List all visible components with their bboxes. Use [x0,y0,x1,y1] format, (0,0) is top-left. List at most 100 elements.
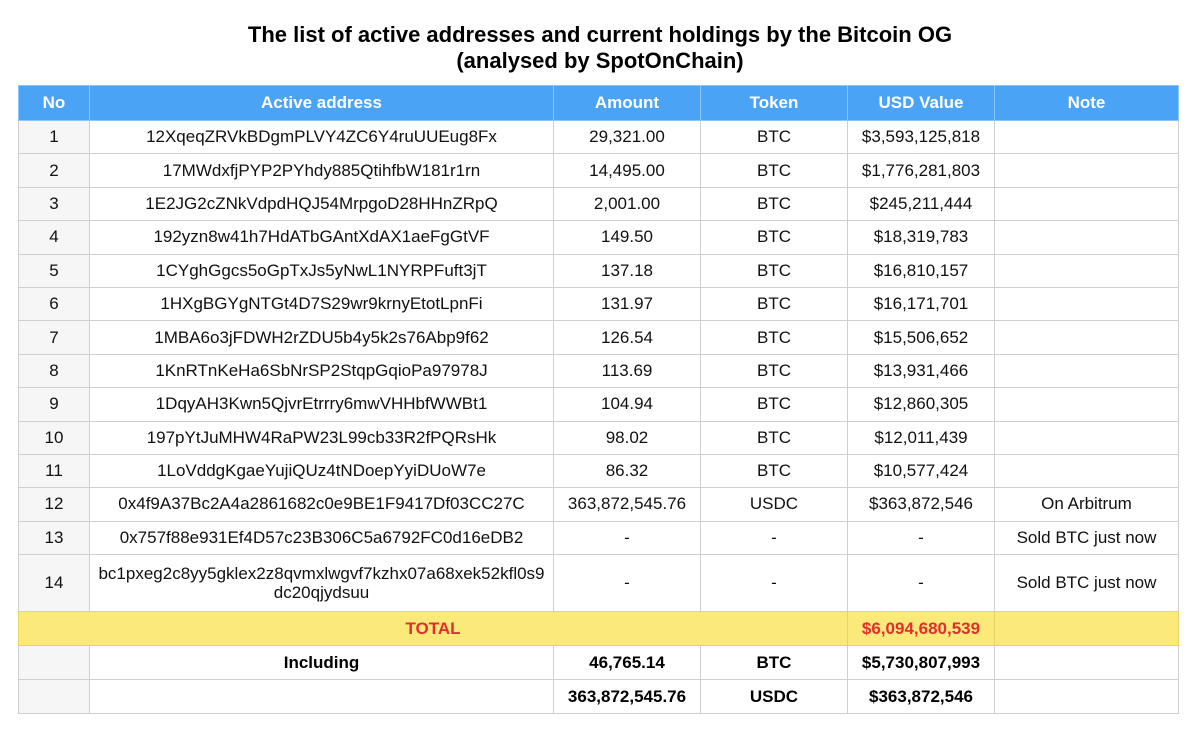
including-usdc-usd: $363,872,546 [847,679,995,715]
amount-cell: 29,321.00 [553,119,701,155]
usd-value-cell: $13,931,466 [847,353,995,389]
page-title: The list of active addresses and current… [247,22,953,47]
address-cell: 1HXgBGYgNTGt4D7S29wr9krnyEtotLpnFi [89,286,554,322]
total-row: TOTAL $6,094,680,539 [18,611,1179,647]
usd-value-cell: $15,506,652 [847,320,995,355]
table-row: 5 1CYghGgcs5oGpTxJs5yNwL1NYRPFuft3jT 137… [18,253,1179,288]
note-cell [994,320,1179,355]
page-subtitle: (analysed by SpotOnChain) [456,48,744,73]
usd-value-cell: $10,577,424 [847,453,995,489]
table-row: 14 bc1pxeg2c8yy5gklex2z8qvmxlwgvf7kzhx07… [18,554,1179,613]
address-cell: 1DqyAH3Kwn5QjvrEtrrry6mwVHHbfWWBt1 [89,387,554,422]
table-row: 13 0x757f88e931Ef4D57c23B306C5a6792FC0d1… [18,520,1179,556]
note-cell [994,387,1179,422]
address-cell: 197pYtJuMHW4RaPW23L99cb33R2fPQRsHk [89,420,554,455]
row-number: 11 [18,453,90,489]
total-label: TOTAL [18,611,848,647]
row-number: 4 [18,220,90,255]
token-cell: BTC [700,253,848,288]
including-btc-note [994,645,1179,681]
note-cell [994,353,1179,389]
address-cell: 1LoVddgKgaeYujiQUz4tNDoepYyiDUoW7e [89,453,554,489]
including-usdc-row: 363,872,545.76 USDC $363,872,546 [18,679,1179,715]
address-cell: bc1pxeg2c8yy5gklex2z8qvmxlwgvf7kzhx07a68… [89,554,554,613]
table-row: 3 1E2JG2cZNkVdpdHQJ54MrpgoD28HHnZRpQ 2,0… [18,186,1179,222]
table-row: 7 1MBA6o3jFDWH2rZDU5b4y5k2s76Abp9f62 126… [18,320,1179,355]
token-cell: BTC [700,286,848,322]
including-usdc-label-cell [89,679,554,715]
row-number: 12 [18,487,90,522]
usd-value-cell: $12,860,305 [847,387,995,422]
title-block: The list of active addresses and current… [0,0,1200,84]
table-row: 6 1HXgBGYgNTGt4D7S29wr9krnyEtotLpnFi 131… [18,286,1179,322]
row-number: 6 [18,286,90,322]
table-row: 2 17MWdxfjPYP2PYhdy885QtihfbW181r1rn 14,… [18,153,1179,188]
address-cell: 1E2JG2cZNkVdpdHQJ54MrpgoD28HHnZRpQ [89,186,554,222]
usd-value-cell: $1,776,281,803 [847,153,995,188]
note-cell [994,420,1179,455]
amount-cell: 98.02 [553,420,701,455]
token-cell: BTC [700,320,848,355]
usd-value-cell: - [847,520,995,556]
note-cell [994,453,1179,489]
token-cell: BTC [700,186,848,222]
table-row: 9 1DqyAH3Kwn5QjvrEtrrry6mwVHHbfWWBt1 104… [18,387,1179,422]
amount-cell: 86.32 [553,453,701,489]
table-header-row: No Active address Amount Token USD Value… [18,85,1179,121]
amount-cell: 131.97 [553,286,701,322]
including-label: Including [89,645,554,681]
column-header-no: No [18,85,90,121]
note-cell: On Arbitrum [994,487,1179,522]
row-number: 3 [18,186,90,222]
including-btc-usd: $5,730,807,993 [847,645,995,681]
note-cell: Sold BTC just now [994,554,1179,613]
token-cell: BTC [700,353,848,389]
row-number: 13 [18,520,90,556]
amount-cell: 104.94 [553,387,701,422]
address-cell: 192yzn8w41h7HdATbGAntXdAX1aeFgGtVF [89,220,554,255]
address-cell: 17MWdxfjPYP2PYhdy885QtihfbW181r1rn [89,153,554,188]
table-row: 4 192yzn8w41h7HdATbGAntXdAX1aeFgGtVF 149… [18,220,1179,255]
note-cell [994,119,1179,155]
token-cell: - [700,554,848,613]
row-number: 8 [18,353,90,389]
column-header-token: Token [700,85,848,121]
row-number: 7 [18,320,90,355]
usd-value-cell: $16,810,157 [847,253,995,288]
note-cell [994,286,1179,322]
including-usdc-amount: 363,872,545.76 [553,679,701,715]
table-row: 12 0x4f9A37Bc2A4a2861682c0e9BE1F9417Df03… [18,487,1179,522]
token-cell: BTC [700,220,848,255]
usd-value-cell: $18,319,783 [847,220,995,255]
token-cell: BTC [700,420,848,455]
table-row: 11 1LoVddgKgaeYujiQUz4tNDoepYyiDUoW7e 86… [18,453,1179,489]
row-number: 10 [18,420,90,455]
table-row: 10 197pYtJuMHW4RaPW23L99cb33R2fPQRsHk 98… [18,420,1179,455]
column-header-amount: Amount [553,85,701,121]
address-cell: 1CYghGgcs5oGpTxJs5yNwL1NYRPFuft3jT [89,253,554,288]
note-cell: Sold BTC just now [994,520,1179,556]
token-cell: USDC [700,487,848,522]
address-cell: 0x757f88e931Ef4D57c23B306C5a6792FC0d16eD… [89,520,554,556]
column-header-note: Note [994,85,1179,121]
note-cell [994,153,1179,188]
usd-value-cell: $363,872,546 [847,487,995,522]
amount-cell: 363,872,545.76 [553,487,701,522]
usd-value-cell: $16,171,701 [847,286,995,322]
row-number: 5 [18,253,90,288]
including-usdc-token: USDC [700,679,848,715]
including-no-cell [18,645,90,681]
row-number: 1 [18,119,90,155]
holdings-table: No Active address Amount Token USD Value… [18,85,1179,715]
row-number: 9 [18,387,90,422]
including-btc-amount: 46,765.14 [553,645,701,681]
address-cell: 12XqeqZRVkBDgmPLVY4ZC6Y4ruUUEug8Fx [89,119,554,155]
including-usdc-note [994,679,1179,715]
token-cell: BTC [700,387,848,422]
amount-cell: 113.69 [553,353,701,389]
address-cell: 0x4f9A37Bc2A4a2861682c0e9BE1F9417Df03CC2… [89,487,554,522]
token-cell: BTC [700,153,848,188]
row-number: 14 [18,554,90,613]
table-row: 8 1KnRTnKeHa6SbNrSP2StqpGqioPa97978J 113… [18,353,1179,389]
amount-cell: 14,495.00 [553,153,701,188]
